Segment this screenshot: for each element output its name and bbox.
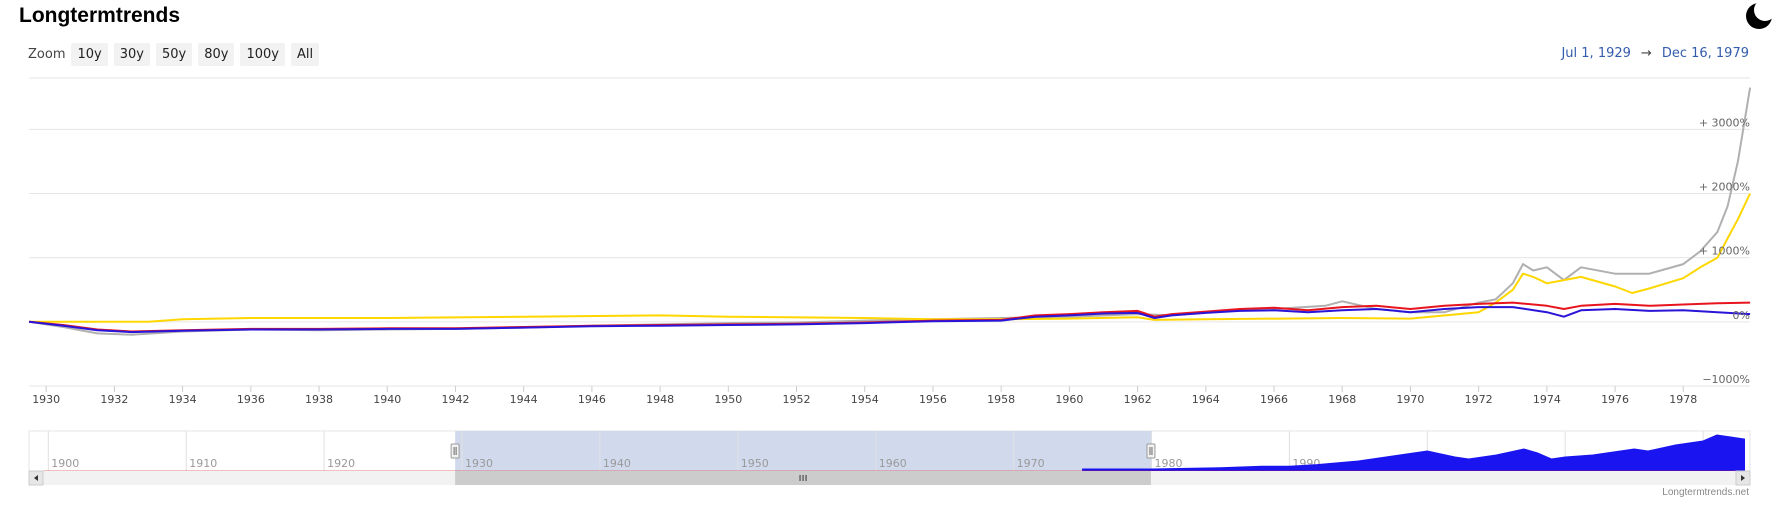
navigator-tick-label: 1960 (879, 457, 907, 470)
x-tick-label: 1968 (1328, 393, 1356, 406)
zoom-label: Zoom (28, 47, 66, 62)
x-tick-label: 1978 (1669, 393, 1697, 406)
credit-link[interactable]: Longtermtrends.net (1662, 487, 1749, 498)
navigator-handle[interactable] (1146, 443, 1156, 459)
series-line[interactable] (29, 193, 1752, 323)
arrow-left-icon (34, 475, 38, 481)
x-tick-label: 1946 (578, 393, 606, 406)
x-tick-label: 1952 (783, 393, 811, 406)
x-tick-label: 1930 (32, 393, 60, 406)
y-tick-label: + 2000% (1699, 181, 1750, 194)
date-range: Jul 1, 1929 → Dec 16, 1979 (1561, 46, 1749, 61)
x-tick-label: 1932 (100, 393, 128, 406)
moon-icon[interactable] (1743, 0, 1775, 32)
x-tick-label: 1956 (919, 393, 947, 406)
range-to-date[interactable]: Dec 16, 1979 (1661, 46, 1749, 61)
zoom-button-30y[interactable]: 30y (113, 43, 150, 66)
x-tick-label: 1960 (1055, 393, 1083, 406)
navigator-tick-label: 1910 (189, 457, 217, 470)
x-tick-label: 1966 (1260, 393, 1288, 406)
range-from-date[interactable]: Jul 1, 1929 (1561, 46, 1631, 61)
zoom-button-80y[interactable]: 80y (198, 43, 235, 66)
x-tick-label: 1938 (305, 393, 333, 406)
x-tick-label: 1944 (510, 393, 538, 406)
y-tick-label: 0% (1733, 309, 1750, 322)
x-tick-label: 1972 (1465, 393, 1493, 406)
navigator-tick-label: 1940 (603, 457, 631, 470)
x-tick-label: 1936 (237, 393, 265, 406)
x-tick-label: 1962 (1124, 393, 1152, 406)
arrow-right-icon (1741, 475, 1745, 481)
y-tick-label: + 3000% (1699, 116, 1750, 129)
range-arrow: → (1640, 46, 1652, 61)
zoom-button-all[interactable]: All (291, 43, 320, 66)
series-line[interactable] (28, 87, 1752, 336)
x-tick-label: 1958 (987, 393, 1015, 406)
y-tick-label: −1000% (1702, 373, 1750, 386)
x-tick-label: 1940 (373, 393, 401, 406)
zoom-bar: Zoom 10y 30y 50y 80y 100y All (28, 43, 325, 66)
x-tick-label: 1964 (1192, 393, 1220, 406)
x-tick-label: 1942 (441, 393, 469, 406)
x-tick-label: 1954 (851, 393, 879, 406)
brand-title[interactable]: Longtermtrends (19, 4, 181, 27)
x-tick-label: 1974 (1533, 393, 1561, 406)
zoom-button-50y[interactable]: 50y (155, 43, 193, 66)
navigator-tick-label: 1920 (327, 457, 355, 470)
series-line[interactable] (28, 306, 1751, 334)
x-tick-label: 1950 (714, 393, 742, 406)
x-tick-label: 1934 (169, 393, 197, 406)
y-tick-label: + 1000% (1699, 245, 1750, 258)
navigator-tick-label: 1980 (1155, 457, 1183, 470)
x-tick-label: 1970 (1396, 393, 1424, 406)
x-tick-label: 1948 (646, 393, 674, 406)
navigator-tick-label: 1950 (741, 457, 769, 470)
navigator-selection[interactable] (455, 431, 1151, 471)
zoom-button-10y[interactable]: 10y (71, 43, 108, 66)
navigator-handle[interactable] (450, 443, 460, 459)
navigator-tick-label: 1900 (51, 457, 79, 470)
navigator-tick-label: 1970 (1017, 457, 1045, 470)
navigator-tick-label: 1930 (465, 457, 493, 470)
zoom-button-100y[interactable]: 100y (240, 43, 285, 66)
x-tick-label: 1976 (1601, 393, 1629, 406)
navigator-area (1082, 434, 1745, 472)
